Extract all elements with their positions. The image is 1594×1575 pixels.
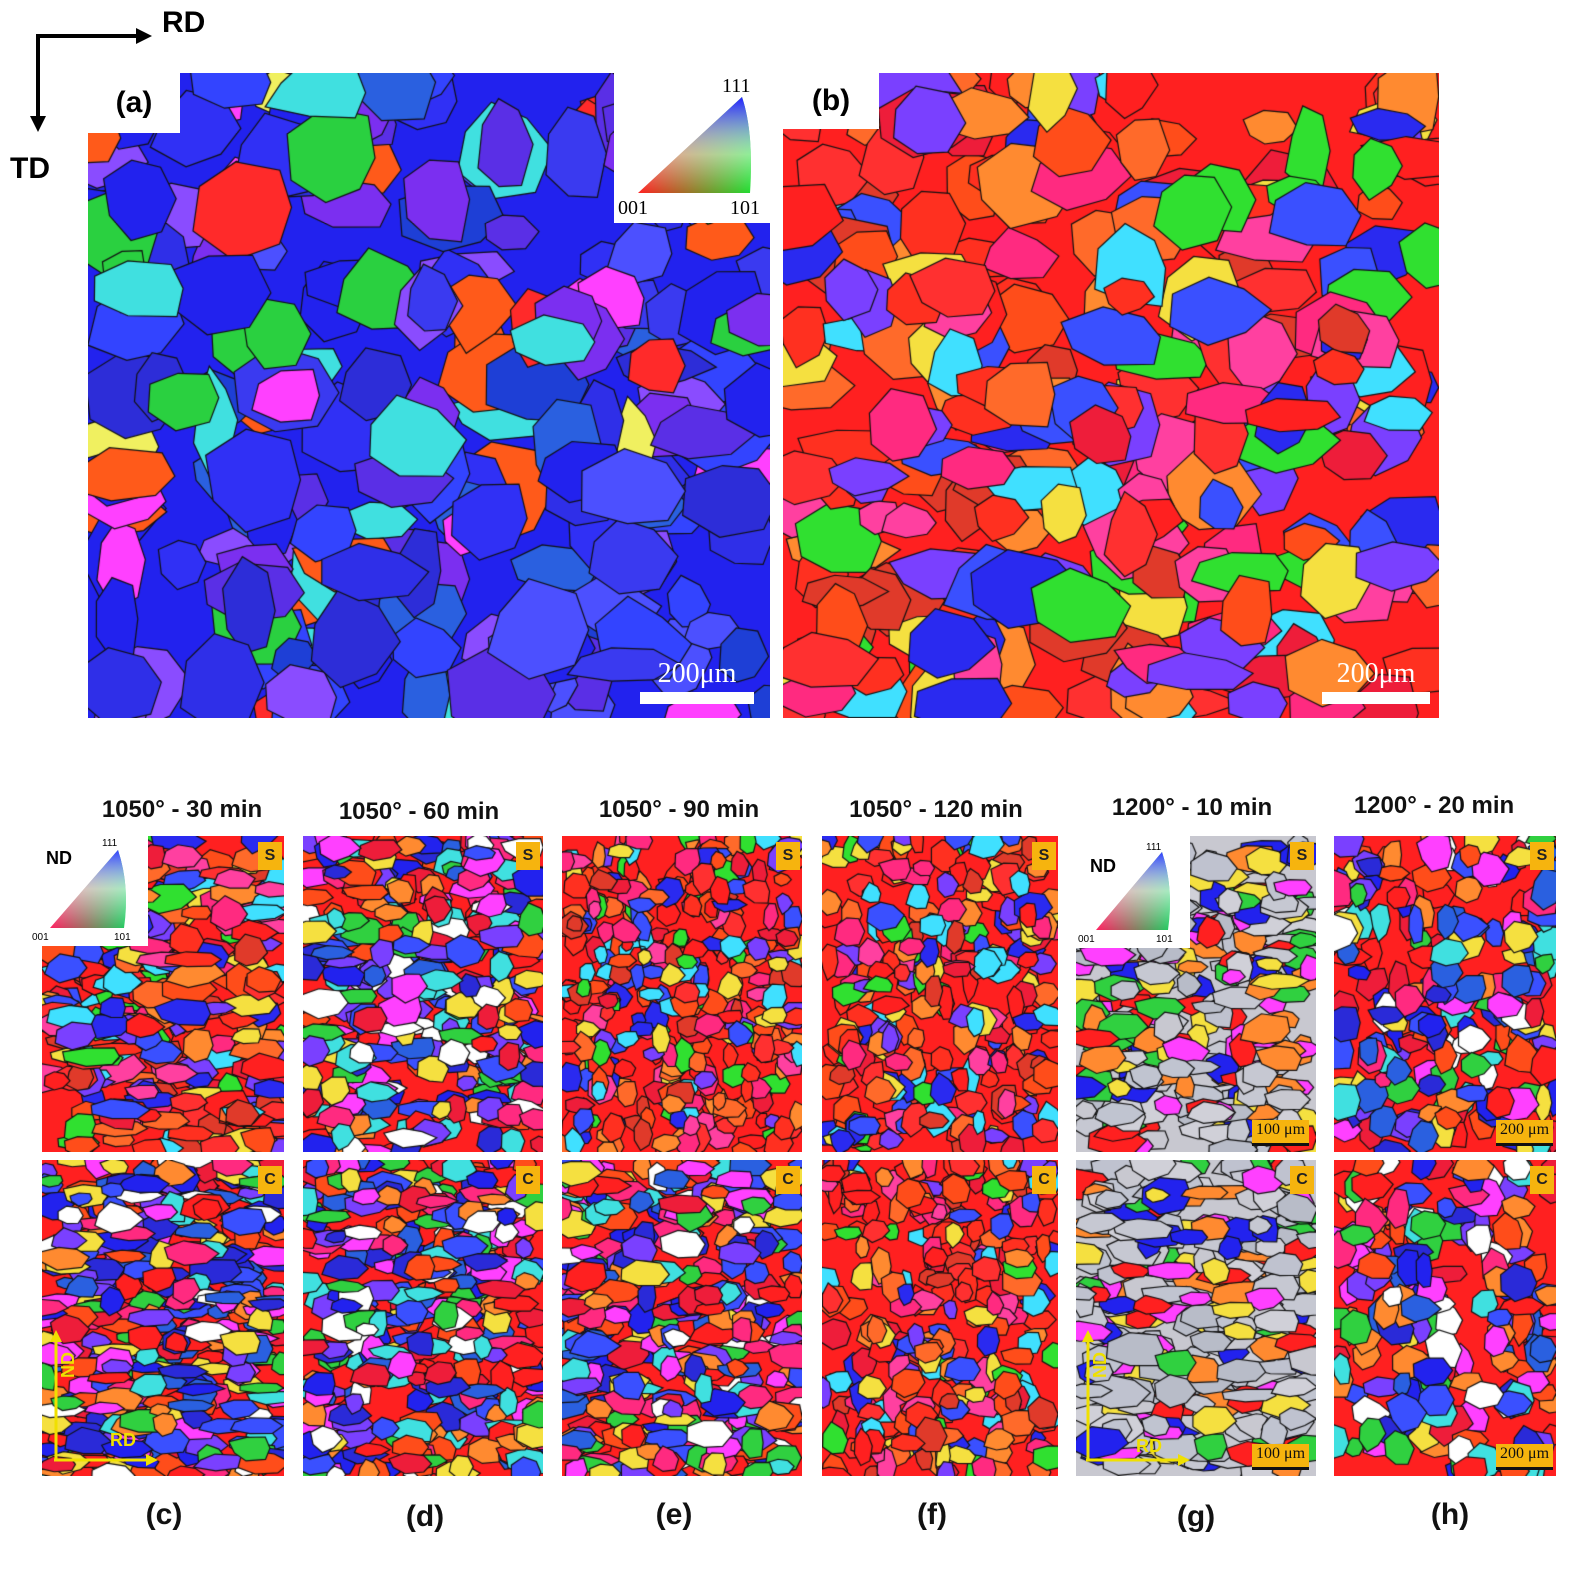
panel-label-g: (g) <box>1176 1500 1216 1533</box>
ipf-label-001: 001 <box>618 197 648 219</box>
panel-label-f: (f) <box>917 1498 947 1531</box>
ebsd-map-h-c <box>1334 1160 1556 1476</box>
surface-badge-e: S <box>776 842 800 870</box>
legend-c-nd: ND <box>46 848 72 868</box>
legend-c-101: 101 <box>114 932 131 943</box>
scale-bar-h-s: 200 μm <box>1496 1120 1554 1146</box>
condition-title-c: 1050° - 30 min <box>101 796 263 823</box>
scale-bar-b-text: 200μm <box>1336 658 1416 689</box>
map-g-c-texture <box>1076 1160 1316 1476</box>
scale-bar-g-s: 100 μm <box>1252 1120 1310 1146</box>
ebsd-map-e-c <box>562 1160 802 1476</box>
map-c-c-texture <box>42 1160 284 1476</box>
nd-rd-axes-overlay-c <box>50 1330 158 1466</box>
condition-title-g: 1200° - 10 min <box>1111 794 1273 821</box>
ipf-label-111: 111 <box>722 75 751 97</box>
map-f-c-texture <box>822 1160 1058 1476</box>
condition-title-d: 1050° - 60 min <box>338 798 500 825</box>
condition-title-f: 1050° - 120 min <box>849 796 1023 823</box>
condition-title-h: 1200° - 20 min <box>1353 792 1515 819</box>
rd-td-axis-indicator <box>30 28 152 132</box>
ebsd-map-h-s <box>1334 836 1556 1152</box>
scale-bar-a-text: 200μm <box>657 658 737 689</box>
surface-badge-c: S <box>258 842 282 870</box>
nd-overlay-label-c: ND <box>58 1352 78 1378</box>
ebsd-map-d-c <box>303 1160 543 1476</box>
ebsd-map-g-c <box>1076 1160 1316 1476</box>
center-badge-h: C <box>1530 1166 1554 1194</box>
legend-g-nd: ND <box>1090 856 1116 876</box>
panel-label-d: (d) <box>405 1500 445 1533</box>
map-e-c-texture <box>562 1160 802 1476</box>
ebsd-map-c-c <box>42 1160 284 1476</box>
ipf-triangle-icon <box>50 850 126 928</box>
td-axis-label: TD <box>10 152 50 185</box>
nd-overlay-label-g: ND <box>1090 1352 1110 1378</box>
nd-rd-axes-overlay-g <box>1082 1330 1190 1466</box>
surface-badge-d: S <box>516 842 540 870</box>
map-b-texture <box>783 73 1439 718</box>
center-badge-c: C <box>258 1166 282 1194</box>
map-e-s-texture <box>562 836 802 1152</box>
inverse-pole-figure-legend-c: ND 111 001 101 <box>28 836 148 946</box>
rd-overlay-label-c: RD <box>110 1430 136 1450</box>
center-badge-g: C <box>1290 1166 1314 1194</box>
center-badge-f: C <box>1032 1166 1056 1194</box>
map-h-c-texture <box>1334 1160 1556 1476</box>
ebsd-map-f-c <box>822 1160 1058 1476</box>
map-f-s-texture <box>822 836 1058 1152</box>
center-badge-d: C <box>516 1166 540 1194</box>
legend-g-111: 111 <box>1146 842 1162 853</box>
surface-badge-g: S <box>1290 842 1314 870</box>
panel-label-a: (a) <box>88 73 180 133</box>
ipf-triangle-icon <box>1096 852 1170 930</box>
ebsd-map-b <box>783 73 1439 718</box>
ipf-label-101: 101 <box>730 197 760 219</box>
panel-label-h: (h) <box>1430 1498 1470 1531</box>
panel-label-c: (c) <box>145 1498 183 1531</box>
ipf-triangle-icon <box>638 97 751 193</box>
rd-overlay-label-g: RD <box>1136 1436 1162 1456</box>
panel-label-b: (b) <box>783 73 879 129</box>
map-d-c-texture <box>303 1160 543 1476</box>
rd-axis-label: RD <box>162 6 206 39</box>
scale-bar-h-c: 200 μm <box>1496 1444 1554 1470</box>
map-d-s-texture <box>303 836 543 1152</box>
legend-c-111: 111 <box>102 838 118 849</box>
map-h-s-texture <box>1334 836 1556 1152</box>
legend-g-001: 001 <box>1078 934 1095 945</box>
legend-c-001: 001 <box>32 932 49 943</box>
scale-bar-a-line <box>640 692 754 704</box>
surface-badge-h: S <box>1530 842 1554 870</box>
surface-badge-f: S <box>1032 842 1056 870</box>
scale-bar-b-line <box>1322 692 1430 704</box>
inverse-pole-figure-legend-a: 111 001 101 <box>614 73 770 223</box>
center-badge-e: C <box>776 1166 800 1194</box>
condition-title-e: 1050° - 90 min <box>598 796 760 823</box>
legend-g-101: 101 <box>1156 934 1173 945</box>
panel-label-e: (e) <box>655 1498 693 1531</box>
scale-bar-g-c: 100 μm <box>1252 1444 1310 1470</box>
inverse-pole-figure-legend-g: ND 111 001 101 <box>1076 836 1190 948</box>
ebsd-map-f-s <box>822 836 1058 1152</box>
ebsd-map-e-s <box>562 836 802 1152</box>
ebsd-map-d-s <box>303 836 543 1152</box>
scale-bar-a: 200μm <box>640 658 754 704</box>
scale-bar-b: 200μm <box>1322 658 1430 704</box>
